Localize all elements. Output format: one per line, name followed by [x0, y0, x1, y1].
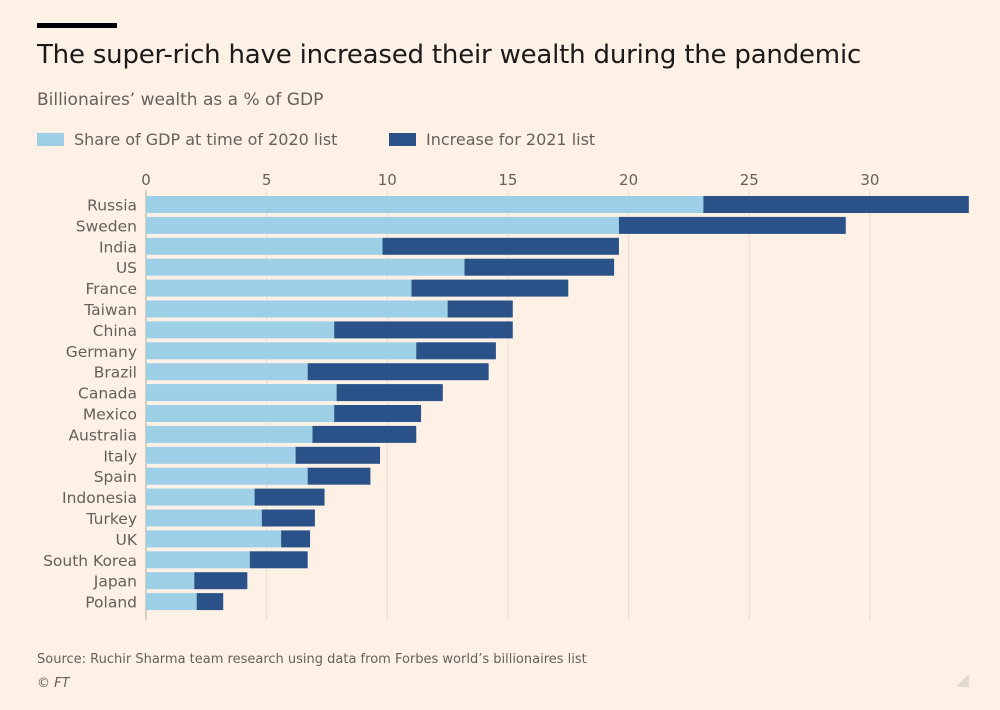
legend-label-2021: Increase for 2021 list — [426, 130, 596, 149]
category-label: Sweden — [76, 217, 137, 235]
bar-2020-share — [146, 425, 313, 443]
category-label: South Korea — [43, 552, 137, 570]
legend-item-2020: Share of GDP at time of 2020 list — [37, 130, 337, 149]
category-label: Germany — [66, 343, 137, 361]
category-label: Italy — [103, 447, 137, 465]
bar-2020-share — [146, 530, 282, 548]
category-label: Spain — [94, 468, 137, 486]
bar-2020-share — [146, 405, 335, 422]
category-label: Taiwan — [83, 301, 137, 319]
category-label: Brazil — [94, 364, 137, 382]
bar-2020-share — [146, 467, 308, 485]
bar-2021-increase — [416, 342, 496, 360]
source-note: Source: Ruchir Sharma team research usin… — [37, 652, 587, 667]
legend-item-2021: Increase for 2021 list — [389, 130, 595, 149]
bar-2020-share — [146, 279, 412, 297]
bar-2020-share — [146, 258, 465, 276]
category-label: Australia — [68, 426, 137, 444]
bar-2020-share — [146, 216, 619, 234]
resize-corner-icon — [956, 674, 969, 687]
bar-2020-share — [146, 237, 383, 255]
bar-2021-increase — [464, 258, 615, 276]
legend-label-2020: Share of GDP at time of 2020 list — [74, 130, 338, 149]
bar-2020-share — [146, 363, 308, 381]
category-label: China — [93, 322, 137, 340]
category-label: Turkey — [86, 510, 137, 528]
category-label: India — [99, 238, 137, 256]
bar-2021-increase — [703, 196, 969, 213]
bar-2020-share — [146, 551, 250, 569]
bar-2021-increase — [334, 321, 513, 339]
legend-swatch-2020 — [37, 133, 64, 146]
bar-2021-increase — [194, 572, 248, 590]
bar-2020-share — [146, 384, 337, 402]
bar-2021-increase — [447, 300, 513, 318]
x-tick-label: 0 — [141, 171, 151, 189]
bar-2021-increase — [307, 467, 371, 485]
category-label: UK — [115, 531, 137, 549]
bar-2020-share — [146, 572, 195, 590]
chart-subtitle: Billionaires’ wealth as a % of GDP — [37, 90, 324, 110]
bar-2021-increase — [618, 216, 846, 234]
bar-2020-share — [146, 488, 255, 506]
legend-swatch-2021 — [389, 133, 416, 146]
bar-2021-increase — [411, 279, 569, 297]
x-tick-label: 10 — [378, 171, 397, 189]
chart-title: The super-rich have increased their weal… — [37, 40, 862, 70]
bar-2020-share — [146, 321, 335, 339]
bar-2021-increase — [281, 530, 311, 548]
copyright: © FT — [37, 676, 70, 691]
bar-2021-increase — [295, 446, 381, 464]
bar-2021-increase — [196, 593, 224, 611]
category-label: US — [116, 259, 137, 277]
category-label: Canada — [78, 385, 137, 403]
bar-2021-increase — [254, 488, 325, 506]
bar-2020-share — [146, 509, 262, 527]
x-tick-label: 20 — [619, 171, 638, 189]
x-tick-label: 25 — [740, 171, 759, 189]
bar-2021-increase — [249, 551, 308, 569]
bar-2020-share — [146, 593, 197, 611]
x-tick-label: 15 — [498, 171, 517, 189]
category-label: Indonesia — [62, 489, 137, 507]
x-tick-label: 30 — [860, 171, 879, 189]
bar-2021-increase — [307, 363, 489, 381]
category-label: Russia — [87, 197, 137, 215]
bar-2020-share — [146, 446, 296, 464]
bar-2021-increase — [382, 237, 619, 255]
x-tick-label: 5 — [262, 171, 272, 189]
bar-2020-share — [146, 196, 704, 213]
category-label: France — [85, 280, 137, 298]
category-label: Japan — [93, 573, 137, 591]
bar-2021-increase — [312, 425, 417, 443]
bar-2020-share — [146, 342, 417, 360]
category-label: Mexico — [83, 406, 137, 424]
bar-2021-increase — [336, 384, 443, 402]
bar-2021-increase — [261, 509, 315, 527]
category-label: Poland — [85, 594, 137, 612]
title-accent-bar — [37, 23, 117, 28]
bar-2021-increase — [334, 405, 422, 422]
bar-2020-share — [146, 300, 448, 318]
